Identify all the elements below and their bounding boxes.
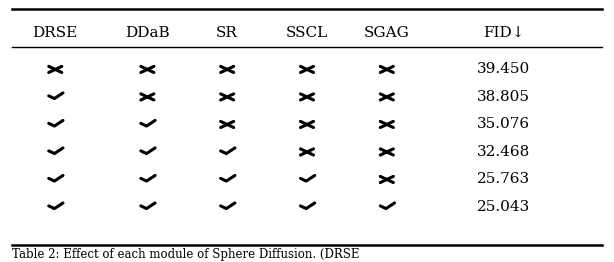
Text: 32.468: 32.468 [477,145,530,159]
Text: SSCL: SSCL [286,26,328,40]
Text: SGAG: SGAG [364,26,410,40]
Text: 25.763: 25.763 [477,172,530,187]
Text: FID↓: FID↓ [483,26,524,40]
Text: Table 2: Effect of each module of Sphere Diffusion. (DRSE: Table 2: Effect of each module of Sphere… [12,248,360,261]
Text: 35.076: 35.076 [477,117,530,132]
Text: SR: SR [216,26,238,40]
Text: DRSE: DRSE [33,26,78,40]
Text: 38.805: 38.805 [477,90,530,104]
Text: 25.043: 25.043 [477,200,530,214]
Text: 39.450: 39.450 [477,62,530,77]
Text: DDaB: DDaB [125,26,169,40]
